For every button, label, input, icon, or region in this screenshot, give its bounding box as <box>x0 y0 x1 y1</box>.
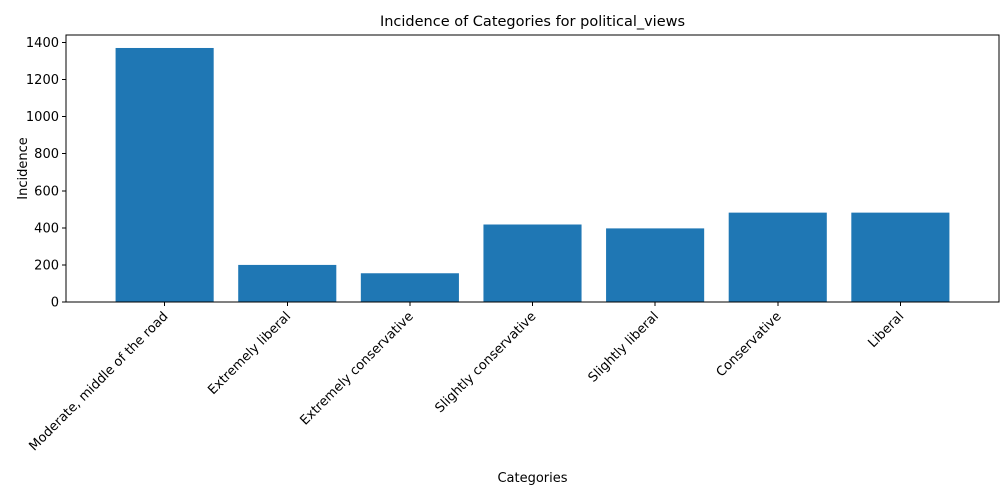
y-tick-label: 200 <box>34 258 59 273</box>
bar <box>360 273 459 302</box>
bar <box>238 264 337 302</box>
y-tick-label: 400 <box>34 221 59 236</box>
y-tick-label: 1000 <box>26 110 59 125</box>
y-tick-label: 800 <box>34 147 59 162</box>
y-tick-label: 1400 <box>26 36 59 51</box>
y-tick-label: 1200 <box>26 73 59 88</box>
bar <box>851 212 950 302</box>
y-axis-ticks: 0 200 400 600 800 1000 1200 1400 <box>26 36 66 311</box>
y-tick-label: 0 <box>51 296 59 311</box>
bars-group <box>115 47 950 303</box>
plot-frame <box>65 34 1000 303</box>
y-axis-label: Incidence <box>16 137 31 199</box>
bar <box>483 224 582 302</box>
chart-title: Incidence of Categories for political_vi… <box>380 14 685 30</box>
bar <box>606 228 705 302</box>
x-axis-label: Categories <box>497 471 567 486</box>
bar <box>728 212 827 302</box>
y-tick-label: 600 <box>34 184 59 199</box>
bar <box>115 47 214 303</box>
